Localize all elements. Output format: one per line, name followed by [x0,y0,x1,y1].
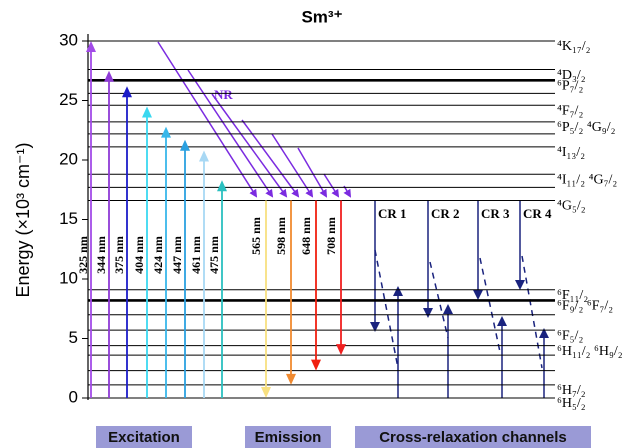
section-box [245,426,331,448]
level-label: ⁶H₁₁/₂ ⁶H₉/₂ [557,344,623,359]
cr-label: CR 3 [481,206,510,221]
wavelength-label: 325 nm [76,236,90,274]
level-label: ⁶F₁₁/₂ [557,288,588,303]
excitation-arrow-head [180,139,190,151]
section-box [355,426,591,448]
cr-label: CR 1 [378,206,407,221]
emission-arrow-head [261,387,271,398]
level-label: ⁶P₅/₂ ⁴G₉/₂ [557,120,616,135]
cr-label: CR 4 [523,206,552,221]
level-label: ⁶F₅/₂ [557,328,583,343]
excitation-arrow-head [104,70,114,82]
wavelength-label: 424 nm [151,236,165,274]
wavelength-label: 404 nm [132,236,146,274]
section-label: Cross-relaxation channels [379,429,567,446]
wavelength-label: 475 nm [207,236,221,274]
excitation-arrow-head [161,126,171,138]
level-label: ⁴I₁₁/₂ ⁴G₇/₂ [557,172,617,187]
wavelength-label: 708 nm [324,217,338,255]
level-label: ⁴D₃/₂ [557,68,586,83]
level-label: ⁴G₅/₂ [557,199,586,214]
emission-arrow-head [286,373,296,385]
level-label: ⁴K₁₇/₂ [557,39,591,54]
y-tick-label: 20 [59,149,78,168]
y-tick-label: 25 [59,90,78,109]
level-label: ⁶H₅/₂ [557,396,586,411]
nr-label: NR [214,87,233,102]
excitation-arrow-head [199,150,209,162]
y-tick-label: 5 [69,328,78,347]
level-label: ⁶F₉/₂ ⁶F₇/₂ [557,299,613,314]
wavelength-label: 447 nm [170,236,184,274]
section-box [96,426,192,448]
wavelength-label: 565 nm [249,217,263,255]
level-label: ⁴I₁₃/₂ [557,145,585,160]
level-label: ⁶P₇/₂ [557,78,583,93]
wavelength-label: 598 nm [274,217,288,255]
section-label: Excitation [108,429,180,446]
excitation-arrow-head [122,86,132,98]
level-label: ⁶H₇/₂ [557,383,586,398]
y-tick-label: 10 [59,268,78,287]
level-label: ⁴F₇/₂ [557,103,583,118]
y-axis-label: Energy (×10³ cm⁻¹) [13,142,33,297]
excitation-arrow-head [86,41,96,52]
y-tick-label: 0 [69,387,78,406]
chart-title: Sm³⁺ [301,7,342,26]
emission-arrow-head [336,344,346,356]
cr-label: CR 2 [431,206,460,221]
wavelength-label: 461 nm [189,236,203,274]
excitation-arrow-head [217,180,227,192]
wavelength-label: 344 nm [94,236,108,274]
section-label: Emission [255,429,322,446]
y-tick-label: 15 [59,209,78,228]
wavelength-label: 648 nm [299,217,313,255]
excitation-arrow-head [142,106,152,118]
nr-arrows [157,41,352,198]
emission-arrow-head [311,359,321,371]
wavelength-label: 375 nm [112,236,126,274]
cr-arrows [370,200,549,398]
y-tick-label: 30 [59,30,78,49]
